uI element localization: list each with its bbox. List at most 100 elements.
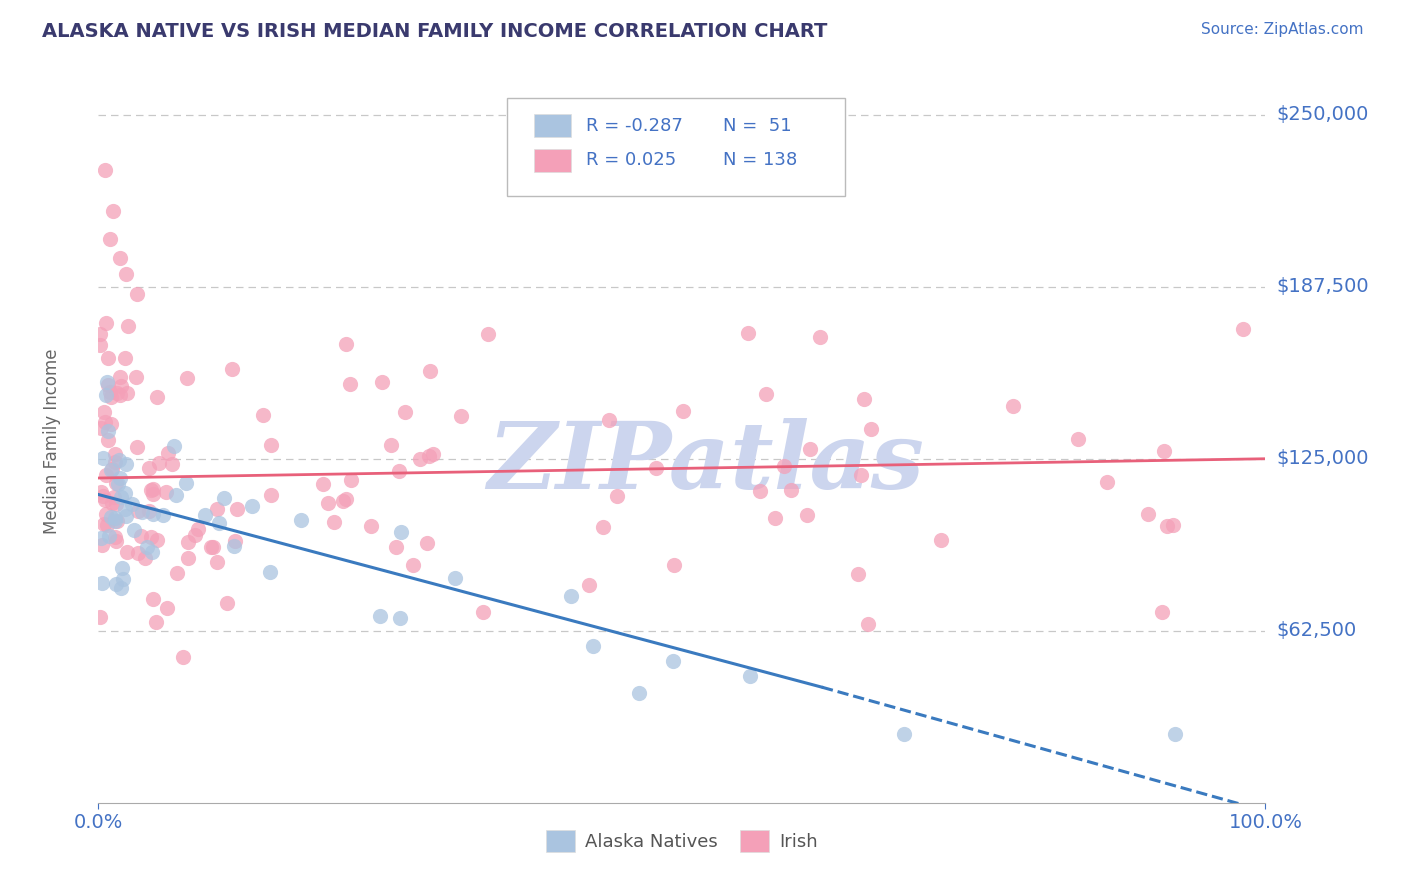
Point [1067, 432, 1090, 446]
Point [166, 566, 188, 580]
Legend: Alaska Natives, Irish: Alaska Natives, Irish [538, 822, 825, 859]
Point [97, 529, 120, 543]
Point [1097, 475, 1119, 489]
Point [748, 483, 770, 498]
Point [141, 545, 163, 559]
Point [93, 405, 115, 419]
Point [90, 485, 112, 500]
Point [91, 575, 114, 590]
Point [582, 639, 605, 653]
Point [226, 501, 249, 516]
Point [664, 558, 686, 572]
Point [152, 508, 174, 522]
Point [96, 378, 118, 392]
Point [138, 461, 160, 475]
Point [846, 566, 869, 581]
Point [184, 527, 207, 541]
Point [115, 508, 138, 523]
Point [260, 488, 283, 502]
Point [340, 473, 363, 487]
Point [145, 390, 167, 404]
Point [145, 615, 167, 630]
Point [100, 390, 122, 404]
Point [252, 408, 274, 422]
FancyBboxPatch shape [534, 114, 571, 137]
Point [214, 491, 236, 506]
Point [738, 669, 761, 683]
Point [849, 467, 872, 482]
Point [105, 514, 128, 528]
Point [145, 533, 167, 548]
Point [419, 364, 441, 378]
Point [205, 555, 228, 569]
Point [755, 387, 778, 401]
Point [110, 379, 132, 393]
Point [221, 361, 243, 376]
Text: ALASKA NATIVE VS IRISH MEDIAN FAMILY INCOME CORRELATION CHART: ALASKA NATIVE VS IRISH MEDIAN FAMILY INC… [42, 22, 828, 41]
Point [389, 524, 412, 539]
Text: R = -0.287: R = -0.287 [586, 117, 683, 135]
Point [177, 534, 200, 549]
Point [450, 409, 472, 424]
Point [90, 531, 112, 545]
Point [104, 454, 127, 468]
Point [103, 490, 125, 504]
Text: $187,500: $187,500 [1277, 277, 1369, 296]
Text: ZIPatlas: ZIPatlas [486, 418, 924, 508]
Point [156, 446, 179, 460]
Point [176, 371, 198, 385]
Point [108, 452, 131, 467]
Point [176, 551, 198, 566]
Point [332, 494, 354, 508]
Point [160, 457, 183, 471]
Point [202, 540, 225, 554]
Point [104, 476, 127, 491]
Text: N = 138: N = 138 [723, 152, 797, 169]
Point [142, 483, 165, 497]
Point [779, 483, 801, 498]
Point [134, 550, 156, 565]
Point [471, 605, 494, 619]
Point [477, 326, 499, 341]
Point [176, 476, 198, 491]
Point [380, 438, 402, 452]
Point [402, 558, 425, 573]
Point [114, 351, 136, 365]
Text: $62,500: $62,500 [1277, 621, 1357, 640]
Text: $250,000: $250,000 [1277, 105, 1369, 124]
Point [117, 318, 139, 333]
Point [645, 461, 668, 475]
Point [142, 507, 165, 521]
Point [127, 546, 149, 560]
Point [114, 485, 136, 500]
Point [259, 565, 281, 579]
Point [139, 530, 162, 544]
Text: Source: ZipAtlas.com: Source: ZipAtlas.com [1201, 22, 1364, 37]
Point [205, 501, 228, 516]
Point [360, 518, 382, 533]
Point [560, 589, 582, 603]
Point [141, 483, 163, 498]
Point [312, 477, 335, 491]
Point [194, 508, 217, 522]
Point [163, 439, 186, 453]
Point [387, 464, 409, 478]
Point [318, 496, 340, 510]
Point [737, 326, 759, 341]
Point [93, 516, 115, 531]
Point [101, 495, 124, 509]
Point [108, 370, 131, 384]
Point [121, 497, 143, 511]
Point [335, 491, 357, 506]
Point [129, 529, 152, 543]
Point [100, 462, 122, 476]
Point [148, 456, 170, 470]
Point [115, 386, 138, 401]
Point [100, 509, 122, 524]
Point [242, 500, 264, 514]
Point [108, 471, 131, 485]
Point [606, 489, 628, 503]
Point [165, 488, 187, 502]
Point [90, 420, 112, 434]
Point [1232, 322, 1254, 336]
